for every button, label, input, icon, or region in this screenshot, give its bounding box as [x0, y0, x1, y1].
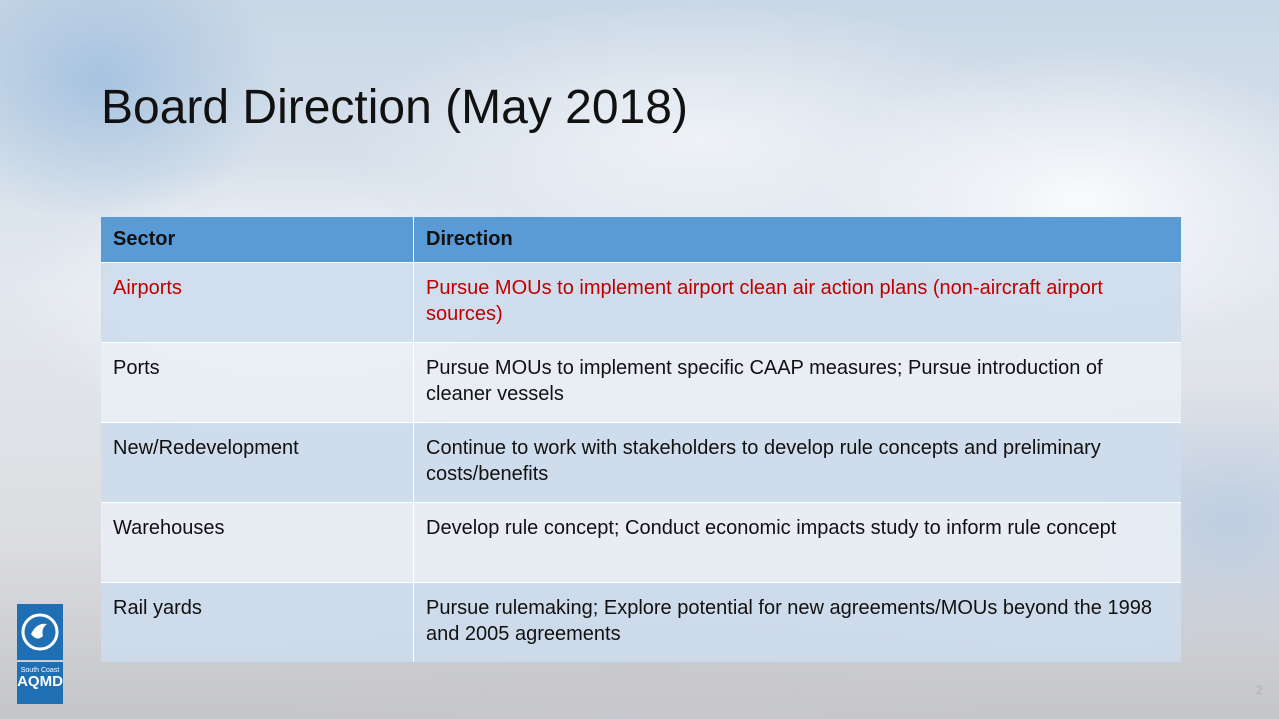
logo-line: AQMD	[17, 674, 63, 690]
direction-cell: Pursue MOUs to implement airport clean a…	[414, 263, 1182, 343]
sector-cell: Airports	[101, 263, 414, 343]
logo-text: South Coast AQMD	[17, 662, 63, 704]
direction-cell: Pursue rulemaking; Explore potential for…	[414, 583, 1182, 663]
direction-cell: Continue to work with stakeholders to de…	[414, 423, 1182, 503]
column-header: Direction	[414, 217, 1182, 263]
page-number: 2	[1256, 683, 1263, 697]
sector-cell: Ports	[101, 343, 414, 423]
sector-cell: New/Redevelopment	[101, 423, 414, 503]
direction-cell: Develop rule concept; Conduct economic i…	[414, 503, 1182, 583]
slide: Board Direction (May 2018) SectorDirecti…	[0, 0, 1279, 719]
slide-title: Board Direction (May 2018)	[101, 80, 688, 135]
direction-cell: Pursue MOUs to implement specific CAAP m…	[414, 343, 1182, 423]
sector-cell: Rail yards	[101, 583, 414, 663]
logo-icon	[17, 604, 63, 660]
sector-cell: Warehouses	[101, 503, 414, 583]
logo-emblem	[17, 604, 63, 660]
logo: South Coast AQMD	[17, 604, 63, 704]
column-header: Sector	[101, 217, 414, 263]
